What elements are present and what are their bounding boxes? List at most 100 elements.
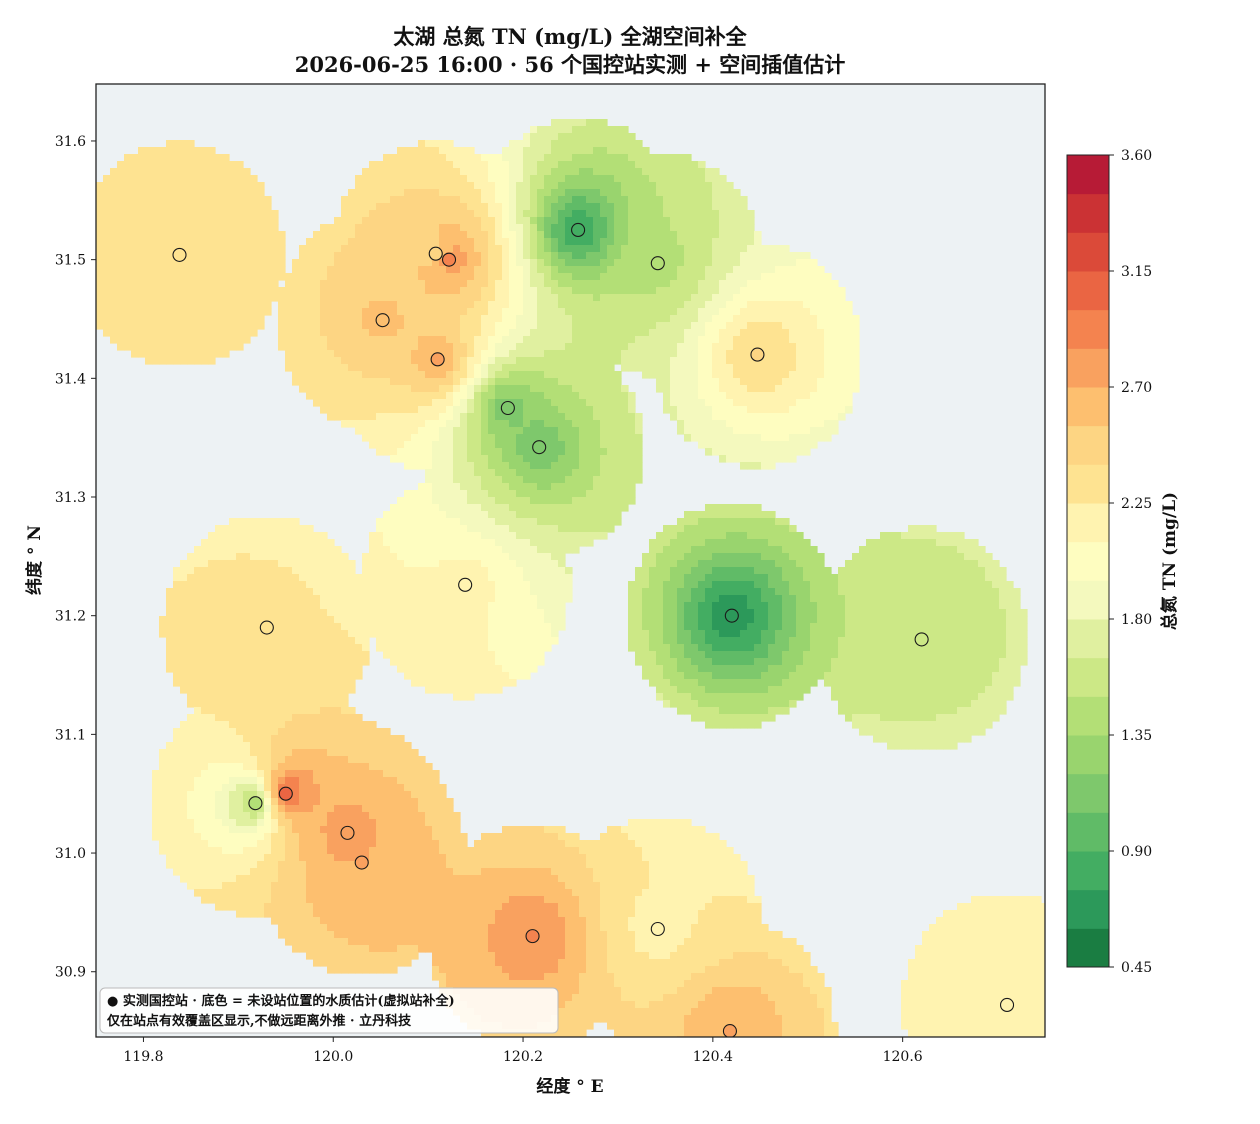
field-cell	[467, 203, 475, 211]
field-cell	[838, 357, 846, 365]
field-cell	[649, 343, 657, 351]
field-cell	[369, 336, 377, 344]
field-cell	[495, 406, 503, 414]
field-cell	[628, 336, 636, 344]
field-cell	[656, 280, 664, 288]
field-cell	[600, 427, 608, 435]
field-cell	[278, 252, 286, 260]
field-cell	[691, 511, 699, 519]
field-cell	[502, 196, 510, 204]
field-cell	[740, 301, 748, 309]
field-cell	[537, 553, 545, 561]
field-cell	[124, 182, 132, 190]
field-cell	[264, 560, 272, 568]
field-cell	[453, 448, 461, 456]
field-cell	[544, 273, 552, 281]
field-cell	[292, 329, 300, 337]
field-cell	[278, 518, 286, 526]
field-cell	[404, 161, 412, 169]
field-cell	[362, 287, 370, 295]
field-cell	[474, 455, 482, 463]
field-cell	[208, 553, 216, 561]
field-cell	[390, 182, 398, 190]
field-cell	[271, 518, 279, 526]
field-cell	[453, 392, 461, 400]
field-cell	[817, 371, 825, 379]
field-cell	[481, 210, 489, 218]
field-cell	[544, 350, 552, 358]
field-cell	[817, 308, 825, 316]
field-cell	[334, 560, 342, 568]
field-cell	[131, 308, 139, 316]
field-cell	[691, 413, 699, 421]
field-cell	[523, 420, 531, 428]
field-cell	[250, 574, 258, 582]
field-cell	[201, 217, 209, 225]
field-cell	[418, 553, 426, 561]
field-cell	[782, 371, 790, 379]
field-cell	[656, 560, 664, 568]
field-cell	[530, 350, 538, 358]
field-cell	[670, 294, 678, 302]
field-cell	[474, 364, 482, 372]
field-cell	[453, 420, 461, 428]
field-cell	[586, 245, 594, 253]
field-cell	[747, 238, 755, 246]
field-cell	[439, 385, 447, 393]
field-cell	[712, 322, 720, 330]
field-cell	[488, 259, 496, 267]
field-cell	[621, 175, 629, 183]
field-cell	[726, 525, 734, 533]
field-cell	[509, 553, 517, 561]
field-cell	[467, 378, 475, 386]
field-cell	[250, 287, 258, 295]
field-cell	[635, 238, 643, 246]
field-cell	[565, 294, 573, 302]
field-cell	[607, 147, 615, 155]
field-cell	[495, 553, 503, 561]
field-cell	[320, 364, 328, 372]
field-cell	[236, 553, 244, 561]
field-cell	[502, 518, 510, 526]
field-cell	[719, 329, 727, 337]
field-cell	[502, 427, 510, 435]
field-cell	[495, 364, 503, 372]
field-cell	[418, 532, 426, 540]
field-cell	[418, 455, 426, 463]
field-cell	[663, 301, 671, 309]
field-cell	[509, 392, 517, 400]
field-cell	[467, 273, 475, 281]
field-cell	[509, 189, 517, 197]
field-cell	[705, 308, 713, 316]
field-cell	[390, 504, 398, 512]
field-cell	[488, 287, 496, 295]
field-cell	[740, 532, 748, 540]
field-cell	[124, 329, 132, 337]
field-cell	[726, 273, 734, 281]
field-cell	[551, 182, 559, 190]
field-cell	[768, 434, 776, 442]
field-cell	[712, 385, 720, 393]
field-cell	[292, 280, 300, 288]
field-cell	[411, 420, 419, 428]
field-cell	[404, 196, 412, 204]
field-cell	[523, 336, 531, 344]
field-cell	[614, 189, 622, 197]
field-cell	[523, 392, 531, 400]
field-cell	[453, 161, 461, 169]
field-cell	[467, 518, 475, 526]
field-cell	[495, 329, 503, 337]
field-cell	[593, 126, 601, 134]
field-cell	[551, 126, 559, 134]
field-cell	[460, 455, 468, 463]
field-cell	[495, 441, 503, 449]
field-cell	[369, 329, 377, 337]
field-cell	[460, 252, 468, 260]
field-cell	[593, 518, 601, 526]
field-cell	[173, 182, 181, 190]
field-cell	[523, 476, 531, 484]
field-cell	[768, 329, 776, 337]
field-cell	[523, 553, 531, 561]
field-cell	[698, 168, 706, 176]
field-cell	[649, 252, 657, 260]
